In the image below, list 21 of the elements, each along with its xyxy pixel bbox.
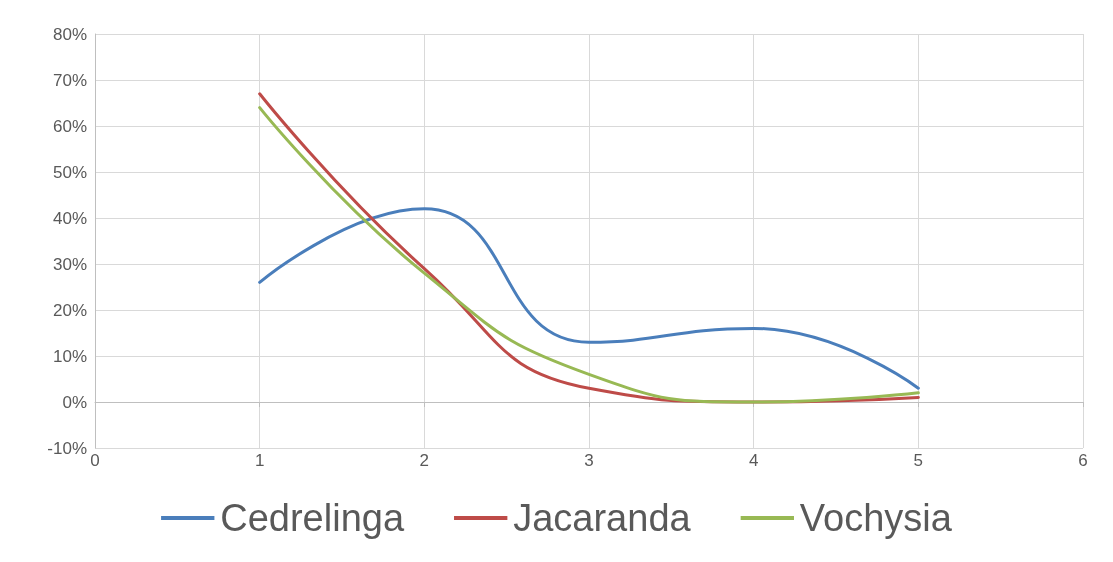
- y-tick-label: 10%: [52, 346, 87, 366]
- y-tick-label: 30%: [52, 254, 87, 274]
- x-tick-label: 0: [90, 451, 100, 470]
- line-series: [258, 207, 920, 390]
- y-tick-label: 70%: [52, 70, 87, 90]
- x-tick-label: 6: [1078, 451, 1088, 470]
- y-tick-label: 60%: [52, 116, 87, 136]
- y-tick-label: 50%: [52, 162, 87, 182]
- x-tick-label: 4: [748, 451, 759, 470]
- x-tick-label: 3: [584, 451, 594, 470]
- legend-label: Jacaranda: [513, 497, 692, 539]
- y-tick-label: 40%: [52, 208, 87, 228]
- y-tick-label: 0%: [62, 392, 87, 412]
- y-tick-label: 20%: [52, 300, 87, 320]
- legend-label: Cedrelinga: [220, 497, 405, 539]
- y-tick-label: 80%: [52, 24, 87, 44]
- legend-label: Vochysia: [799, 497, 953, 539]
- x-tick-label: 1: [254, 451, 265, 470]
- y-tick-label: -10%: [47, 438, 87, 458]
- x-tick-label: 5: [913, 451, 924, 470]
- x-tick-label: 2: [419, 451, 430, 470]
